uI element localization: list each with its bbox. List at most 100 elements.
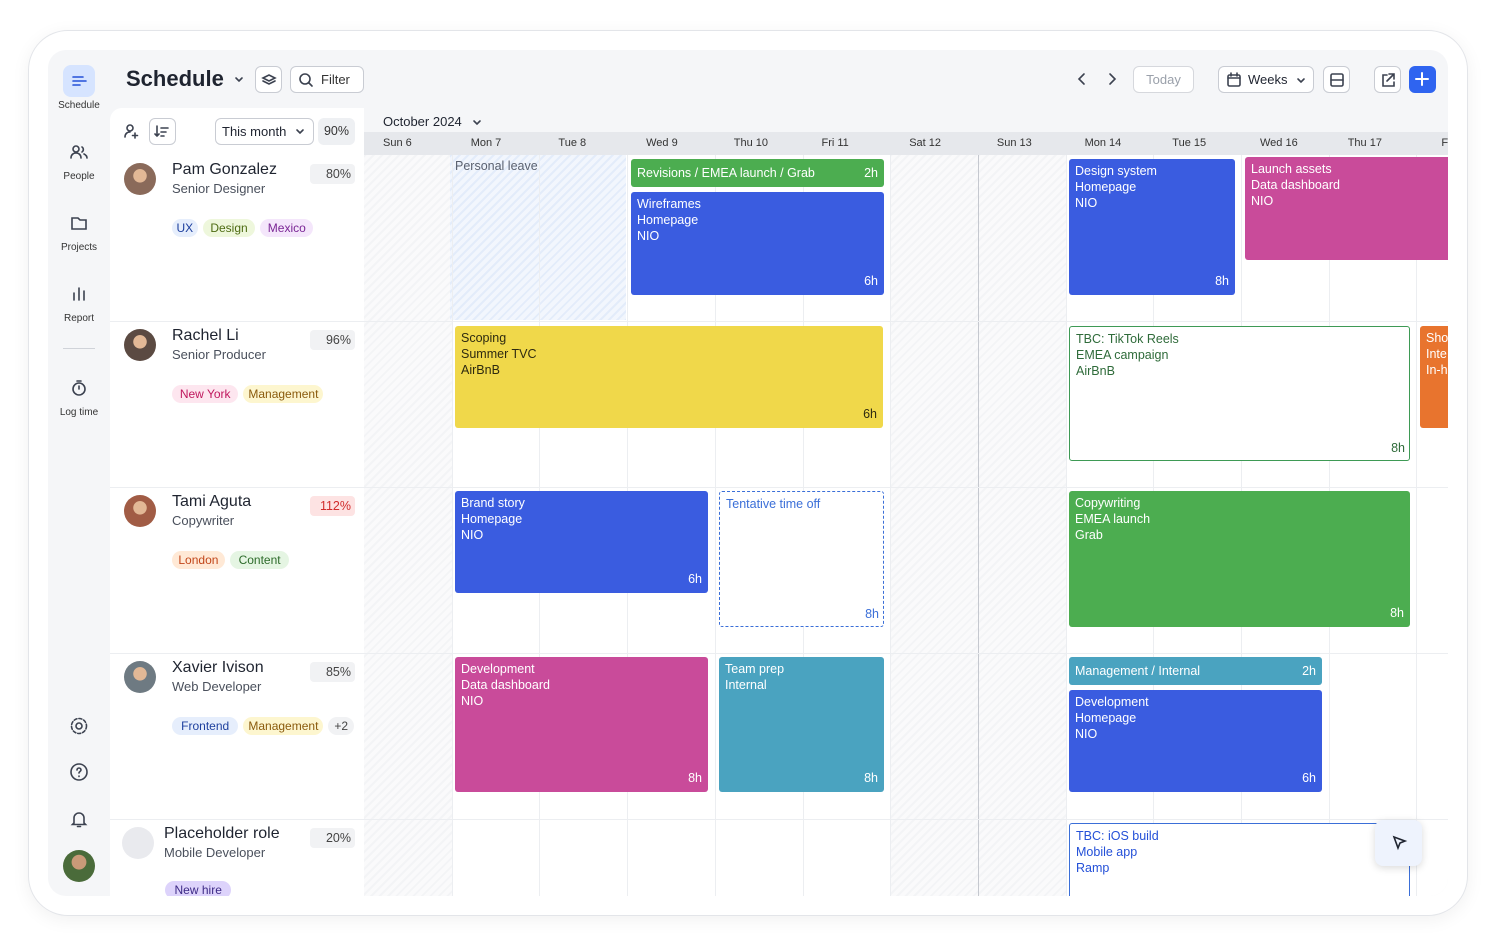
event-block[interactable]: Scoping Summer TVC AirBnB 6h [455,326,883,428]
icon-path [261,74,277,85]
avatar [124,163,156,195]
event-title: Team prep [725,662,785,676]
event-block[interactable]: Brand story Homepage NIO 6h [455,491,708,593]
icon-path [71,217,87,230]
person-name[interactable]: Placeholder role [164,825,280,842]
person-tag[interactable]: Management [243,385,324,403]
device-frame [28,30,1468,916]
month-chevron[interactable] [464,109,490,135]
event-block[interactable]: Copywriting EMEA launch Grab 8h [1069,491,1410,627]
event-title: Copywriting [1075,496,1141,510]
person-tag[interactable]: UX [172,219,198,237]
sidebar-label[interactable]: Schedule [58,100,100,111]
event-block[interactable]: Sho Inte In-h [1420,326,1448,428]
sidebar-icon[interactable] [66,210,92,236]
help-icon[interactable] [66,759,92,785]
person-tag[interactable]: Frontend [172,717,239,735]
person-tag[interactable]: New York [172,385,239,403]
event-title: Development [1075,695,1149,709]
filter-label[interactable]: Filter [321,72,350,87]
day-header-bar [364,132,1448,155]
event-block[interactable]: TBC: TikTok Reels EMEA campaign AirBnB 8h [1069,326,1410,461]
sidebar-label[interactable]: Projects [60,242,98,253]
event-block[interactable]: Design system Homepage NIO 8h [1069,159,1235,295]
event-title: Design system [1075,164,1157,178]
event-detail: AirBnB [1076,364,1115,378]
event-block[interactable]: Launch assets Data dashboard NIO [1245,157,1448,260]
row-line [110,819,1448,820]
icon-svg [1109,73,1117,85]
person-tag[interactable]: Content [229,551,290,569]
event-block[interactable]: TBC: iOS build Mobile app Ramp [1069,823,1410,896]
icon-path [296,129,304,135]
event-hours: 6h [864,274,878,288]
icon-svg [72,380,86,396]
column-line [977,155,979,896]
sidebar-label[interactable]: Log time [59,407,99,418]
event-block[interactable]: Management / Internal 2h [1069,657,1322,685]
event-title: Scoping [461,331,507,345]
event-detail: NIO [1075,196,1098,210]
sidebar-label[interactable]: People [63,171,95,182]
day-label: Wed 9 [646,137,678,149]
settings-icon[interactable] [66,713,92,739]
person-tag[interactable]: Management [243,717,324,735]
event-detail: Homepage [1075,180,1137,194]
event-detail: Ramp [1076,861,1110,875]
today-label[interactable]: Today [1146,72,1181,87]
prev-button[interactable] [1069,66,1095,92]
cursor-button[interactable] [1375,820,1422,866]
event-hours: 8h [1390,606,1404,620]
today-button[interactable] [1133,66,1194,93]
person-tag[interactable]: New hire [165,881,232,896]
range-dropdown[interactable] [215,118,314,145]
event-block[interactable]: Tentative time off 8h [719,491,884,627]
user-avatar[interactable] [63,850,95,882]
person-tag[interactable]: Design [202,219,256,237]
event-hours: 8h [1215,274,1229,288]
title-chevron[interactable] [226,66,252,92]
person-tag[interactable]: Mexico [260,219,314,237]
sidebar-label[interactable]: Report [63,313,94,324]
sidebar-icon[interactable] [66,375,92,401]
next-button[interactable] [1099,66,1125,92]
person-name[interactable]: Xavier Ivison [172,659,264,676]
view-label[interactable]: Weeks [1248,72,1288,87]
person-name[interactable]: Rachel Li [172,327,239,344]
column-line [890,155,892,896]
notifications-icon[interactable] [66,806,92,832]
person-tag[interactable]: +2 [328,717,354,735]
total-utilization: 90% [318,118,355,145]
sidebar-icon[interactable] [66,68,92,94]
icon-path [76,380,82,390]
event-detail: NIO [461,528,484,542]
column-line [1065,155,1067,896]
sidebar-icon[interactable] [66,281,92,307]
event-hours: 8h [864,771,878,785]
add-person-icon[interactable] [118,118,144,144]
layout-icon [1324,67,1350,93]
person-name[interactable]: Tami Aguta [172,493,252,510]
icon-svg [473,120,481,126]
icon-path [73,287,85,301]
person-tag[interactable]: London [172,551,225,569]
range-label[interactable]: This month [222,124,287,139]
event-detail: NIO [1075,727,1098,741]
sidebar-icon[interactable] [66,139,92,165]
event-block[interactable]: Development Homepage NIO 6h [1069,690,1322,792]
event-hours: 2h [864,166,878,180]
icon-path [70,146,88,159]
person-name[interactable]: Pam Gonzalez [172,161,277,178]
icon-path [1392,835,1408,851]
event-block[interactable]: Team prep Internal 8h [719,657,884,792]
filter-button[interactable] [290,66,364,93]
month-label[interactable]: October 2024 [383,114,462,129]
event-block[interactable]: Revisions / EMEA launch / Grab 2h [631,159,884,187]
event-title: TBC: TikTok Reels [1076,332,1179,346]
event-block[interactable]: Wireframes Homepage NIO 6h [631,192,884,295]
row-line [110,487,1448,488]
layers-button[interactable] [255,66,282,93]
event-block[interactable]: Development Data dashboard NIO 8h [455,657,708,792]
